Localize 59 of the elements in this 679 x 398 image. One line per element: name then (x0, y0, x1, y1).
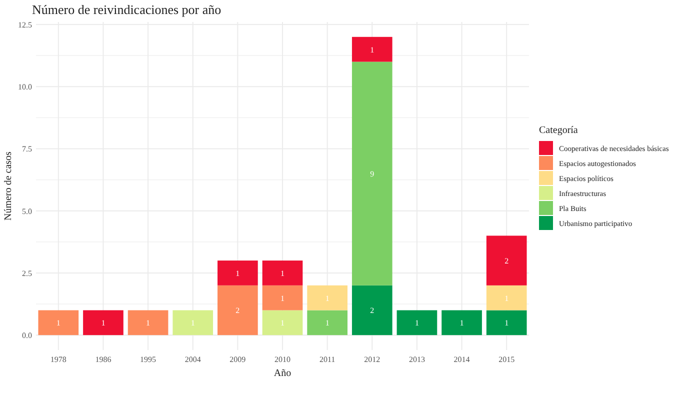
bar (352, 36, 392, 62)
data-label: 1 (280, 294, 284, 303)
data-label: 1 (101, 318, 106, 328)
bar (172, 310, 214, 336)
data-label: 1 (280, 268, 284, 278)
x-tick-label: 2013 (408, 355, 425, 364)
data-label: 1 (460, 318, 464, 328)
bar (486, 236, 527, 286)
y-tick-label: 12.5 (18, 20, 32, 30)
bar (486, 285, 527, 310)
data-label: 1 (370, 45, 374, 54)
bar (307, 285, 348, 310)
data-label: 2 (504, 256, 509, 266)
x-tick-label: 2009 (230, 355, 246, 364)
y-axis-title: Número de casos (3, 151, 14, 220)
x-tick-label: 2015 (498, 355, 515, 364)
bar (83, 310, 124, 336)
x-axis-title: Año (274, 368, 292, 379)
bar (218, 260, 258, 286)
data-label: 1 (56, 318, 60, 328)
y-tick-label: 0.0 (22, 331, 32, 340)
data-label: 1 (325, 294, 330, 303)
chart-title: Número de reivindicaciones por año (32, 2, 222, 17)
data-label: 1 (146, 318, 150, 328)
bar (262, 310, 303, 336)
x-tick-label: 1986 (95, 355, 112, 364)
bar (486, 310, 527, 336)
bar (128, 310, 168, 336)
data-label: 1 (236, 268, 240, 278)
data-label: 1 (414, 318, 419, 328)
bar (396, 310, 438, 336)
bar (352, 62, 392, 286)
data-label: 1 (325, 318, 330, 328)
data-label: 1 (280, 318, 284, 328)
y-tick-label: 2.5 (22, 268, 32, 278)
data-label: 9 (370, 170, 374, 179)
data-label: 1 (504, 294, 509, 303)
data-label: 2 (236, 306, 240, 316)
bar (262, 260, 303, 286)
legend-title: Categoría (539, 125, 578, 136)
bar (38, 310, 79, 336)
x-tick-label: 2012 (364, 355, 380, 364)
bar (262, 285, 303, 310)
y-tick-label: 7.5 (22, 144, 32, 154)
y-tick-label: 10.0 (18, 82, 32, 92)
data-label: 1 (190, 318, 195, 328)
bar (442, 310, 482, 336)
x-tick-label: 2010 (274, 355, 290, 364)
bar (307, 310, 348, 336)
x-tick-label: 2011 (319, 355, 336, 364)
x-tick-label: 2004 (184, 355, 201, 364)
y-tick-label: 5.0 (22, 206, 32, 216)
x-tick-label: 1995 (140, 355, 156, 364)
x-tick-label: 2014 (454, 355, 470, 364)
data-label: 2 (370, 306, 374, 316)
data-label: 1 (504, 318, 509, 328)
bar (352, 285, 392, 336)
bar (218, 285, 258, 336)
x-tick-label: 1978 (50, 355, 66, 364)
